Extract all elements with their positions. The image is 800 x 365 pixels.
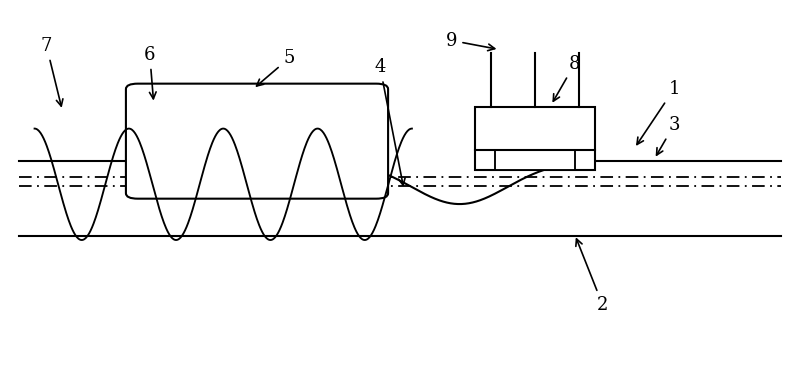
- FancyBboxPatch shape: [475, 107, 594, 170]
- Text: 6: 6: [144, 46, 156, 99]
- Text: 9: 9: [446, 31, 494, 51]
- Text: 1: 1: [637, 80, 680, 145]
- Text: 2: 2: [576, 239, 608, 314]
- Text: 4: 4: [374, 58, 405, 185]
- Text: 3: 3: [657, 116, 680, 155]
- Text: 8: 8: [554, 55, 581, 101]
- FancyBboxPatch shape: [495, 150, 574, 170]
- Text: 5: 5: [257, 50, 294, 86]
- FancyBboxPatch shape: [126, 84, 388, 199]
- Text: 7: 7: [41, 37, 63, 106]
